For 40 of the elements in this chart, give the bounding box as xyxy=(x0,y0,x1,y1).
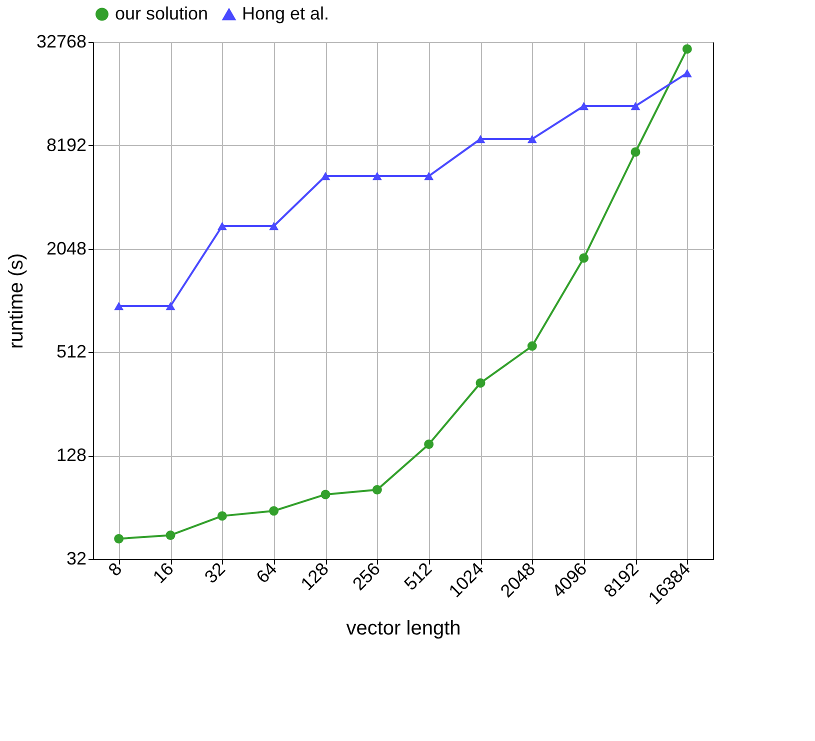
y-tick-label: 8192 xyxy=(46,134,86,155)
x-tick-label: 16 xyxy=(149,558,178,588)
point xyxy=(579,102,589,110)
point xyxy=(424,440,434,450)
x-tick-label: 128 xyxy=(296,558,332,594)
x-tick-label: 32 xyxy=(200,558,230,588)
point xyxy=(217,222,227,230)
y-tick-label: 128 xyxy=(56,445,86,466)
point xyxy=(166,302,176,310)
y-tick-label: 512 xyxy=(56,342,86,362)
point xyxy=(166,530,176,540)
x-tick-label: 64 xyxy=(252,558,281,588)
x-tick-label: 8 xyxy=(104,558,126,580)
y-axis-title: runtime (s) xyxy=(5,253,28,349)
point xyxy=(269,222,279,230)
point xyxy=(217,511,227,521)
y-tick-label: 32768 xyxy=(36,32,86,52)
point xyxy=(424,172,434,180)
point xyxy=(579,253,589,263)
point xyxy=(372,172,382,180)
point xyxy=(372,484,382,494)
point xyxy=(320,490,330,500)
x-axis-title: vector length xyxy=(346,617,461,640)
legend-label: our solution xyxy=(115,3,208,24)
point xyxy=(630,147,640,157)
point xyxy=(682,44,692,54)
y-tick-label: 2048 xyxy=(46,238,86,258)
point xyxy=(476,378,486,388)
point xyxy=(630,102,640,110)
point xyxy=(476,134,486,144)
point xyxy=(114,534,124,544)
x-tick-label: 512 xyxy=(400,558,436,594)
point xyxy=(320,172,330,180)
point xyxy=(114,302,124,310)
x-tick-label: 256 xyxy=(348,558,384,594)
point xyxy=(527,341,537,351)
point xyxy=(269,506,279,516)
point xyxy=(527,134,537,144)
point xyxy=(682,68,692,78)
legend-label: Hong et al. xyxy=(242,4,330,24)
